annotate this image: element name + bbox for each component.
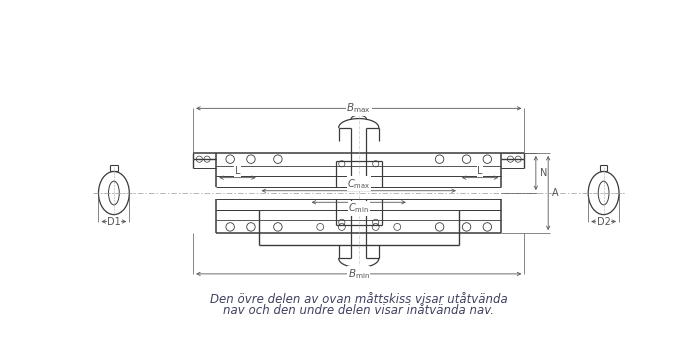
Text: D1: D1	[107, 217, 121, 226]
Text: $C_{\mathrm{max}}$: $C_{\mathrm{max}}$	[347, 177, 370, 191]
Text: D2: D2	[596, 217, 610, 226]
Text: L: L	[234, 166, 240, 177]
Text: N: N	[540, 168, 547, 178]
Text: A: A	[552, 188, 559, 198]
Text: Den övre delen av ovan måttskiss visar utåtvända: Den övre delen av ovan måttskiss visar u…	[210, 293, 508, 306]
Text: L: L	[477, 166, 483, 177]
Text: $C_{\mathrm{min}}$: $C_{\mathrm{min}}$	[348, 201, 370, 216]
Text: nav och den undre delen visar inåtvända nav.: nav och den undre delen visar inåtvända …	[223, 304, 494, 317]
Text: $B_{\mathrm{min}}$: $B_{\mathrm{min}}$	[348, 267, 370, 281]
Text: $B_{\mathrm{max}}$: $B_{\mathrm{max}}$	[346, 101, 371, 115]
